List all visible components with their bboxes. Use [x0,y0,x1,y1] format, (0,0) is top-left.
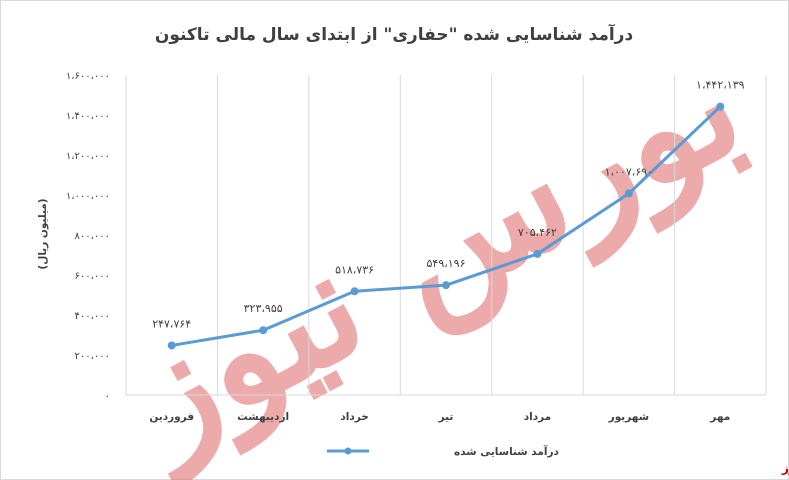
y-tick-label: ۶۰۰،۰۰۰ [75,271,110,282]
y-tick-label: ۱،۴۰۰،۰۰۰ [66,111,110,122]
x-tick-label: مهر [709,411,730,423]
data-label: ۷۰۵،۴۶۲ [518,226,557,239]
data-points [167,102,725,350]
x-axis: فروردین اردیبهشت خرداد تیر مرداد شهریور مهر [149,411,730,423]
data-point [350,287,359,296]
y-tick-label: ۲۰۰،۰۰۰ [75,351,110,362]
y-tick-label: ۱،۲۰۰،۰۰۰ [66,151,110,162]
x-tick-label: خرداد [340,411,368,423]
x-tick-label: مرداد [524,411,551,423]
y-tick-label: ۴۰۰،۰۰۰ [75,311,110,322]
y-axis-label: (میلیون ریال) [37,198,49,269]
y-tick-label: ۱،۰۰۰،۰۰۰ [66,191,110,202]
data-label: ۵۱۸،۷۳۶ [335,263,374,276]
data-label: ۱،۴۴۲،۱۳۹ [696,79,745,92]
x-tick-label: تیر [438,411,454,423]
y-tick-label: ۰ [105,391,110,402]
x-tick-label: فروردین [149,411,194,423]
data-point [259,326,268,335]
data-point [716,102,725,111]
legend-entry: درآمد شناسایی شده [454,445,559,458]
data-point [167,341,176,350]
data-point [533,249,542,258]
x-tick-label: اردیبهشت [237,411,289,423]
legend: درآمد شناسایی شده [327,445,559,458]
data-label: ۳۲۳،۹۵۵ [244,302,283,315]
data-label: ۱،۰۰۷،۶۹۰ [605,165,653,178]
legend-point-marker [344,447,352,455]
chart-title: درآمد شناسایی شده "حفاری" از ابتدای سال … [155,23,634,45]
y-tick-label: ۱،۶۰۰،۰۰۰ [66,71,110,82]
data-point [624,189,633,198]
x-tick-label: شهریور [608,411,649,423]
y-tick-label: ۸۰۰،۰۰۰ [75,231,110,242]
data-label: ۵۴۹،۱۹۶ [427,257,466,270]
data-point [442,281,450,290]
data-label: ۲۴۷،۷۶۴ [152,317,191,330]
brand-logo-text: بورس نیوز [781,461,789,476]
data-labels: ۲۴۷،۷۶۴ ۳۲۳،۹۵۵ ۵۱۸،۷۳۶ ۵۴۹،۱۹۶ ۷۰۵،۴۶۲ ۱،۰۰۷… [152,79,744,331]
y-axis: ۰ ۲۰۰،۰۰۰ ۴۰۰،۰۰۰ ۶۰۰،۰۰۰ ۸۰۰،۰۰۰ ۱،۰۰۰،۰۰۰ ۱،… [66,71,110,402]
grid [125,75,767,396]
